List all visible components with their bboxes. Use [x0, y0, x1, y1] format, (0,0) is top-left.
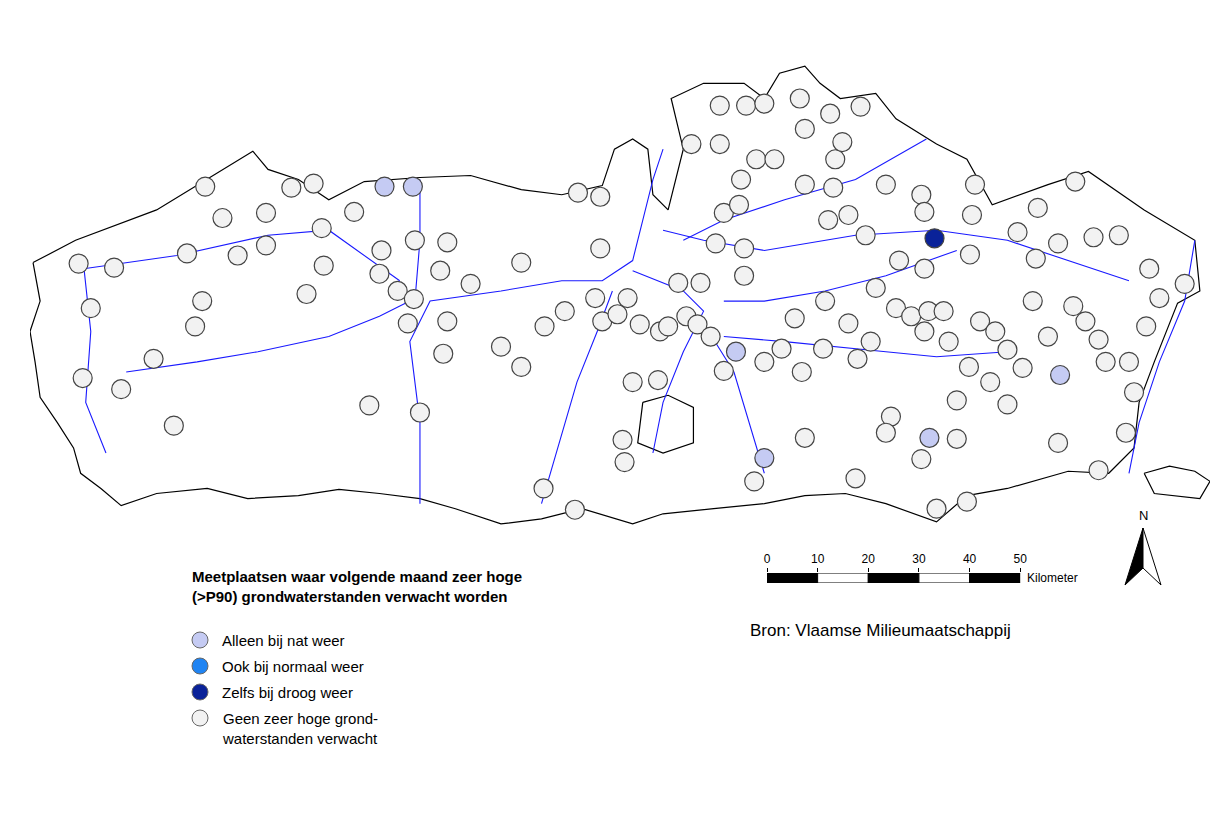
svg-text:Zelfs bij droog weer: Zelfs bij droog weer — [222, 684, 353, 701]
svg-text:Bron: Vlaamse Milieumaatschapp: Bron: Vlaamse Milieumaatschappij — [750, 621, 1011, 640]
svg-text:Ook bij normaal weer: Ook bij normaal weer — [222, 658, 364, 675]
svg-text:Alleen bij nat weer: Alleen bij nat weer — [222, 632, 345, 649]
svg-text:Kilometer: Kilometer — [1027, 571, 1078, 585]
svg-text:0: 0 — [764, 552, 771, 566]
svg-text:Meetplaatsen waar volgende maa: Meetplaatsen waar volgende maand zeer ho… — [192, 568, 522, 605]
svg-text:Geen zeer hoge grond-waterstan: Geen zeer hoge grond-waterstanden verwac… — [222, 710, 378, 747]
svg-text:20: 20 — [862, 552, 876, 566]
svg-text:50: 50 — [1014, 552, 1028, 566]
svg-text:30: 30 — [912, 552, 926, 566]
svg-text:40: 40 — [963, 552, 977, 566]
svg-text:10: 10 — [811, 552, 825, 566]
svg-text:N: N — [1139, 508, 1148, 523]
